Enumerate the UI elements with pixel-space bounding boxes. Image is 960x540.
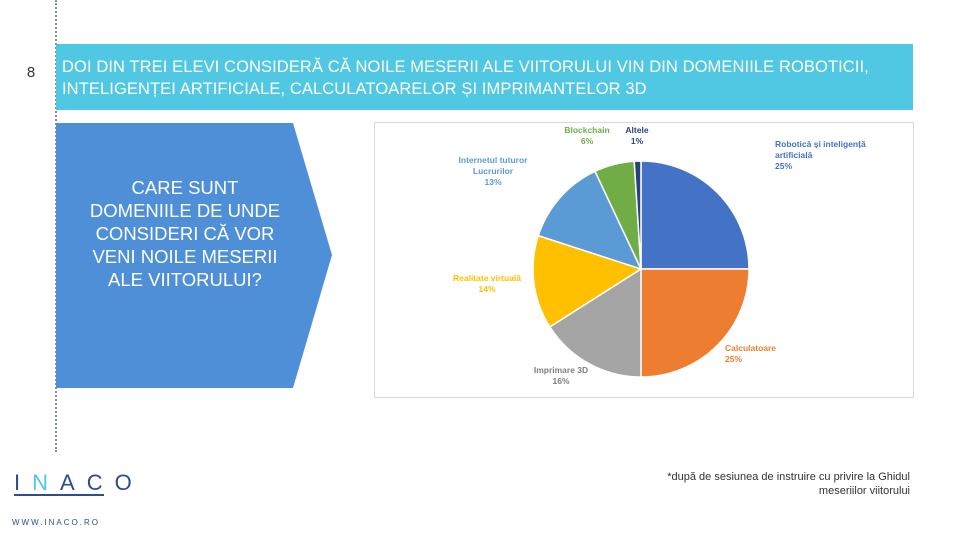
logo-letter: O [114, 470, 144, 495]
pie-data-label: Robotică și inteligență artificială 25% [775, 139, 866, 171]
slide-title: DOI DIN TREI ELEVI CONSIDERĂ CĂ NOILE ME… [62, 58, 869, 98]
logo-letter: C [86, 470, 115, 495]
pie-slice [548, 267, 642, 378]
pie-chart: Robotică și inteligență artificială 25% Cal… [374, 122, 914, 398]
logo-underline [14, 494, 104, 496]
pie-chart-svg: Robotică și inteligență artificială 25% Cal… [453, 125, 866, 386]
question-arrow-shape [56, 123, 332, 388]
page-number: 8 [26, 64, 36, 81]
pie-slice [537, 170, 643, 271]
logo-letter: N [32, 470, 61, 495]
footnote: *după de sesiunea de instruire cu privir… [667, 471, 910, 497]
question-text: CARE SUNT DOMENIILE DE UNDE CONSIDERI CĂ… [89, 177, 281, 290]
pie-data-label: Altele 1% [625, 125, 648, 146]
pie-data-label: Internetul tuturor Lucrurilor 13% [459, 155, 529, 187]
pie-data-label: Realitate virtuală 14% [453, 273, 521, 294]
website-link[interactable]: WWW.INACO.RO [12, 518, 100, 527]
inaco-logo: INACO [14, 470, 144, 496]
title-banner [56, 44, 913, 110]
pie-data-label: Imprimare 3D 16% [534, 365, 588, 386]
pie-slice [640, 160, 750, 270]
pie-slice [633, 160, 642, 270]
logo-letter: A [60, 470, 87, 495]
logo-letter: I [14, 470, 33, 495]
pie-data-label: Calculatoare 25% [725, 343, 776, 364]
pie-data-label: Blockchain 6% [564, 125, 609, 146]
pie-slice [532, 234, 643, 328]
pie-slice [640, 268, 750, 378]
